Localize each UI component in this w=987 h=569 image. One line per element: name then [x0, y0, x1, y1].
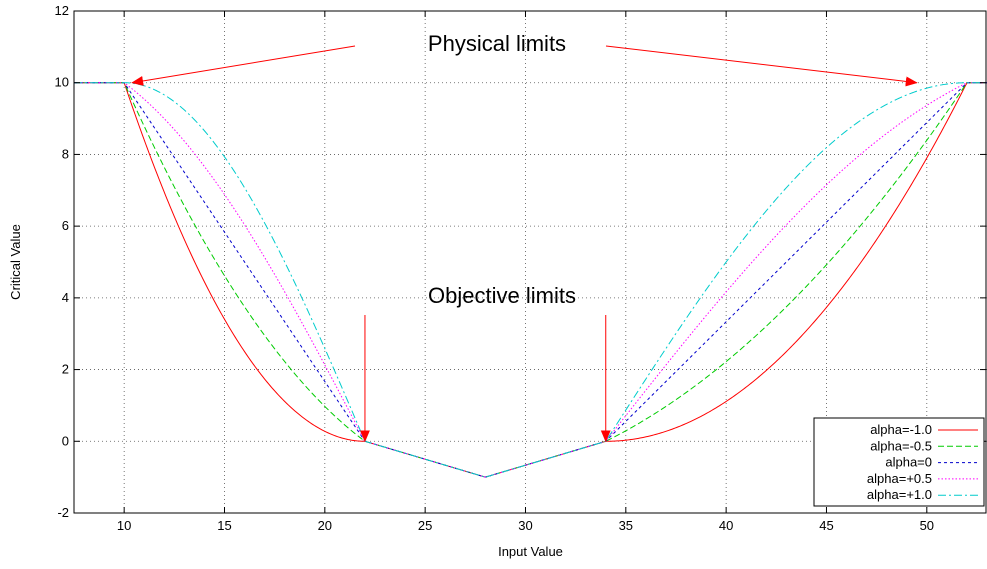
x-tick-label: 15 — [217, 518, 231, 533]
y-tick-label: 8 — [62, 146, 69, 161]
x-tick-label: 30 — [518, 518, 532, 533]
y-tick-label: 12 — [55, 3, 69, 18]
plot-frame — [73, 10, 987, 514]
legend-label: alpha=0 — [885, 455, 932, 470]
legend-label: alpha=-1.0 — [870, 422, 932, 437]
x-tick-label: 20 — [318, 518, 332, 533]
x-tick-label: 35 — [619, 518, 633, 533]
x-axis-title: Input Value — [498, 544, 563, 559]
y-tick-label: -2 — [57, 505, 69, 520]
annotation-physical-limits: Physical limits — [428, 31, 566, 56]
legend-label: alpha=+0.5 — [867, 471, 932, 486]
y-tick-label: 6 — [62, 218, 69, 233]
axis-ticks: 10 15 20 25 30 35 40 45 50 -2 0 2 4 6 8 10 12 — [55, 3, 986, 533]
legend-label: alpha=-0.5 — [870, 438, 932, 453]
x-tick-label: 45 — [819, 518, 833, 533]
series-lines — [74, 82, 987, 478]
annotation-arrow — [131, 45, 356, 86]
y-tick-label: 2 — [62, 362, 69, 377]
y-tick-label: 0 — [62, 433, 69, 448]
y-tick-label: 4 — [62, 290, 69, 305]
y-axis-title: Critical Value — [8, 224, 23, 300]
x-tick-label: 50 — [920, 518, 934, 533]
legend-box — [813, 417, 985, 507]
legend-label: alpha=+1.0 — [867, 487, 932, 502]
x-tick-label: 10 — [117, 518, 131, 533]
x-tick-label: 25 — [418, 518, 432, 533]
annotation-arrow — [605, 45, 918, 87]
y-tick-label: 10 — [55, 75, 69, 90]
series-line-4 — [74, 82, 987, 478]
series-line-2 — [74, 82, 987, 478]
series-line-3 — [74, 82, 987, 478]
x-tick-label: 40 — [719, 518, 733, 533]
annotation-objective-limits: Objective limits — [428, 283, 576, 308]
annotations: Physical limits Objective limits — [131, 31, 918, 443]
